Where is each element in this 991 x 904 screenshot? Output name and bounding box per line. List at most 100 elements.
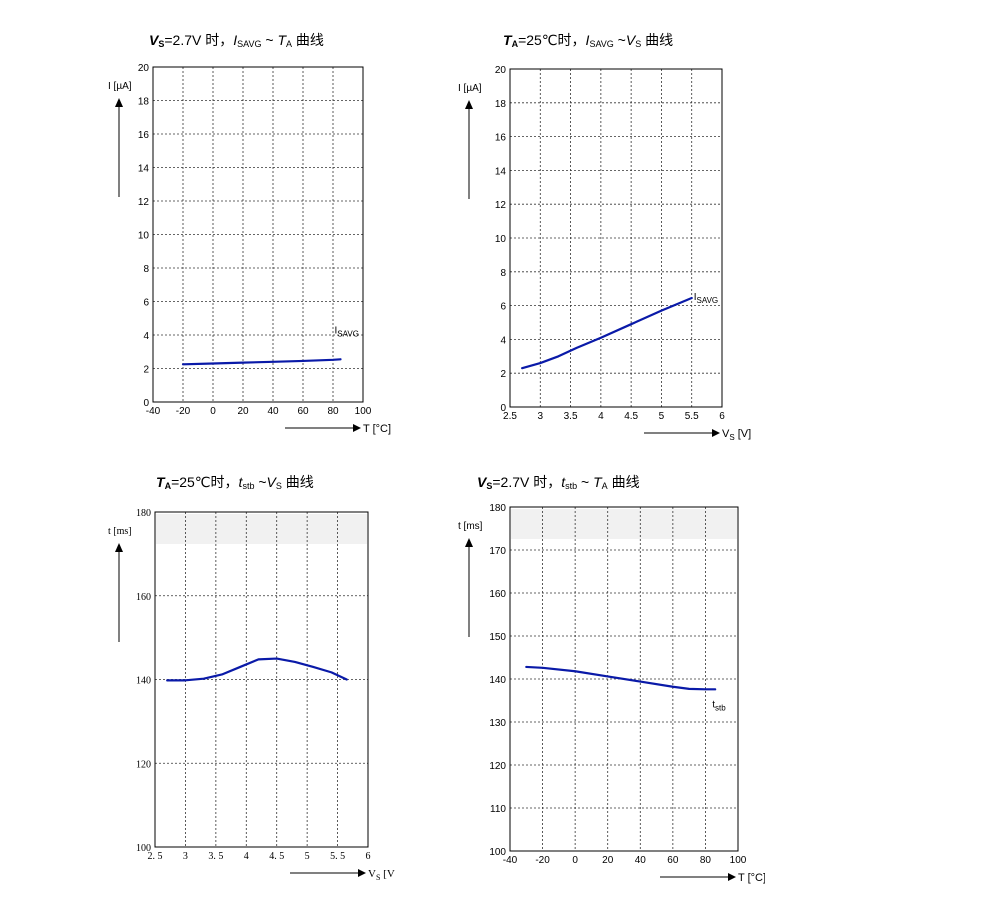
- data-point: [639, 680, 641, 683]
- data-point: [688, 688, 690, 690]
- data-point: [239, 666, 241, 668]
- y-tick-label: 120: [489, 761, 506, 772]
- y-axis-arrow-head: [465, 100, 473, 109]
- x-tick-label: -40: [146, 406, 161, 417]
- series-label: ISAVG: [694, 292, 718, 305]
- x-tick-label: 4. 5: [269, 851, 284, 862]
- y-tick-label: 4: [500, 335, 506, 346]
- data-point: [521, 367, 523, 369]
- data-point: [302, 360, 304, 362]
- data-point: [272, 361, 274, 363]
- y-tick-label: 160: [136, 592, 151, 603]
- y-tick-label: 140: [489, 675, 506, 686]
- y-tick-label: 6: [500, 302, 506, 313]
- y-tick-label: 16: [138, 130, 150, 141]
- x-tick-label: 4.5: [624, 411, 638, 422]
- data-point: [346, 678, 348, 681]
- y-tick-label: 170: [489, 546, 506, 557]
- x-axis-label: VS [V]: [368, 868, 395, 882]
- x-tick-label: 0: [572, 855, 578, 866]
- y-tick-label: 100: [136, 843, 151, 854]
- y-axis-label: I [µA]: [458, 83, 482, 94]
- plot-frame: [509, 68, 723, 408]
- y-tick-label: 8: [500, 268, 506, 279]
- plot-frame: [152, 66, 364, 403]
- data-point: [600, 337, 602, 339]
- data-point: [574, 670, 576, 672]
- y-tick-label: 10: [495, 234, 507, 245]
- x-tick-label: 6: [366, 851, 371, 862]
- y-tick-label: 110: [490, 804, 506, 815]
- x-tick-label: 4: [598, 411, 604, 422]
- data-point: [203, 678, 205, 680]
- data-point: [332, 359, 334, 361]
- y-axis-arrow-head: [465, 538, 473, 547]
- data-point: [221, 673, 223, 676]
- x-axis-arrow-head: [353, 424, 361, 432]
- data-point: [704, 688, 707, 690]
- data-point: [182, 363, 184, 365]
- x-tick-label: 80: [700, 855, 712, 866]
- chart-tstb-vs-temperature: -40 -20 0 20 40 60 80 100 100 110 120 130 140 150 160 1…: [458, 503, 765, 884]
- x-tick-label: -20: [176, 406, 191, 417]
- y-tick-label: 120: [136, 759, 151, 770]
- series-label: tstb: [712, 699, 726, 712]
- y-tick-label: 130: [489, 718, 506, 729]
- y-tick-label: 12: [495, 200, 507, 211]
- data-point: [242, 362, 244, 364]
- y-tick-label: 14: [495, 166, 507, 177]
- y-tick-label: 14: [138, 164, 150, 175]
- x-tick-label: -20: [535, 855, 550, 866]
- data-point: [257, 658, 260, 660]
- chart-title-1: VS=2.7V 时，ISAVG ~ TA 曲线: [149, 32, 324, 49]
- y-tick-label: 18: [138, 97, 150, 108]
- x-tick-label: 60: [297, 406, 309, 417]
- data-point: [339, 358, 342, 360]
- chart-ia-vs-voltage: 2.5 3 3.5 4 4.5 5 5.5 6 0 2 4 6 8 10 12 14 16 18 20 I [µA] V…: [458, 65, 751, 442]
- y-tick-label: 20: [138, 63, 150, 74]
- x-axis-arrow-head: [712, 429, 720, 437]
- y-tick-label: 100: [489, 847, 506, 858]
- x-tick-label: 3: [538, 411, 544, 422]
- y-tick-label: 16: [495, 133, 507, 144]
- x-tick-label: 80: [327, 406, 339, 417]
- y-tick-label: 12: [138, 197, 150, 208]
- y-tick-label: 140: [136, 676, 151, 687]
- y-axis-label: t [ms]: [108, 526, 132, 537]
- x-tick-label: -40: [503, 855, 518, 866]
- x-tick-label: 0: [210, 406, 216, 417]
- chart-title-3: TA=25℃时，tstb ~VS 曲线: [156, 474, 314, 491]
- x-axis-label: T [°C]: [738, 872, 765, 884]
- y-tick-label: 160: [489, 589, 506, 600]
- y-tick-label: 4: [143, 331, 149, 342]
- y-axis-label: I [µA]: [108, 81, 132, 92]
- y-tick-label: 2: [143, 365, 149, 376]
- data-point: [557, 355, 560, 357]
- y-axis-label: t [ms]: [458, 521, 483, 532]
- plot-frame: [154, 511, 369, 848]
- x-tick-label: 100: [730, 855, 747, 866]
- x-tick-label: 6: [719, 411, 725, 422]
- data-point: [672, 686, 674, 688]
- x-axis-label: VS [V]: [722, 428, 751, 442]
- data-point: [576, 347, 578, 349]
- data-point: [525, 666, 527, 668]
- series-line: [181, 358, 342, 366]
- y-axis-arrow-head: [115, 98, 123, 107]
- data-point: [660, 310, 663, 312]
- plot-shade: [511, 509, 737, 539]
- series-line: [525, 665, 717, 691]
- x-tick-label: 60: [667, 855, 679, 866]
- x-axis-label: T [°C]: [363, 423, 391, 435]
- x-tick-label: 3: [183, 851, 188, 862]
- chart-title-2: TA=25℃时，ISAVG ~VS 曲线: [503, 32, 674, 49]
- x-axis-arrow-head: [358, 869, 366, 877]
- x-tick-label: 5.5: [685, 411, 699, 422]
- x-tick-label: 2.5: [503, 411, 517, 422]
- x-tick-label: 100: [355, 406, 372, 417]
- x-tick-label: 5: [305, 851, 310, 862]
- data-point: [184, 679, 187, 681]
- data-point: [294, 661, 296, 663]
- x-tick-label: 40: [267, 406, 279, 417]
- x-tick-label: 20: [237, 406, 249, 417]
